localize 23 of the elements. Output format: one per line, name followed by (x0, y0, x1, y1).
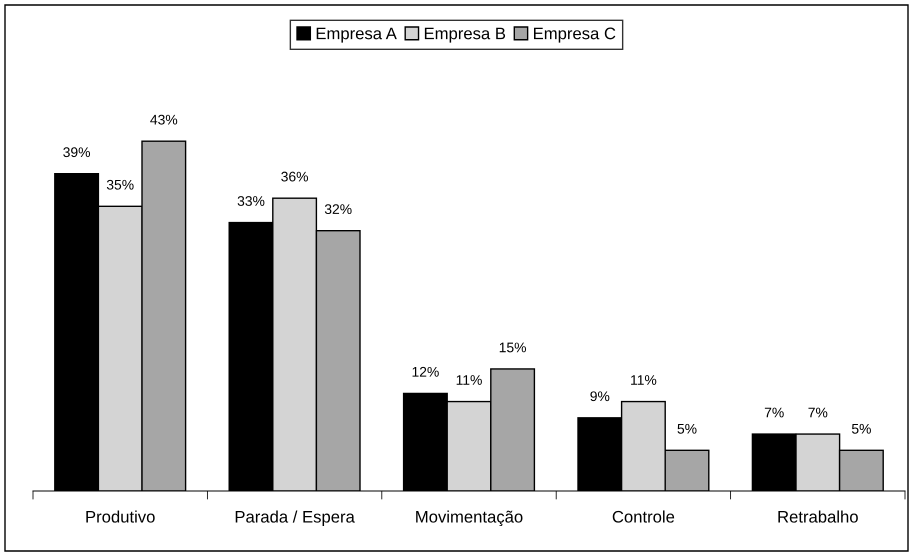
x-tick-label: Controle (612, 510, 674, 523)
data-label: 36% (281, 172, 308, 182)
legend-label: Empresa B (424, 28, 506, 43)
legend-label: Empresa C (534, 28, 616, 43)
data-label: 7% (764, 408, 784, 418)
data-label: 43% (150, 114, 178, 125)
x-tick-label: Retrabalho (778, 510, 858, 523)
data-label: 39% (63, 147, 90, 158)
data-label: 11% (456, 375, 482, 385)
data-label: 12% (412, 366, 439, 377)
x-tick-label: Movimentação (416, 510, 522, 526)
data-label: 35% (106, 180, 134, 190)
data-label: 11% (631, 375, 656, 385)
x-tick-label: Produtivo (86, 510, 155, 523)
data-label: 7% (808, 408, 828, 418)
data-label: 33% (238, 196, 264, 206)
data-label: 15% (500, 342, 526, 352)
x-tick-label: Parada / Espera (236, 510, 355, 526)
data-label: 5% (852, 424, 871, 434)
data-label: 9% (590, 391, 610, 402)
legend-label: Empresa A (316, 28, 397, 43)
data-label: 5% (678, 424, 697, 434)
data-label: 32% (324, 204, 352, 214)
